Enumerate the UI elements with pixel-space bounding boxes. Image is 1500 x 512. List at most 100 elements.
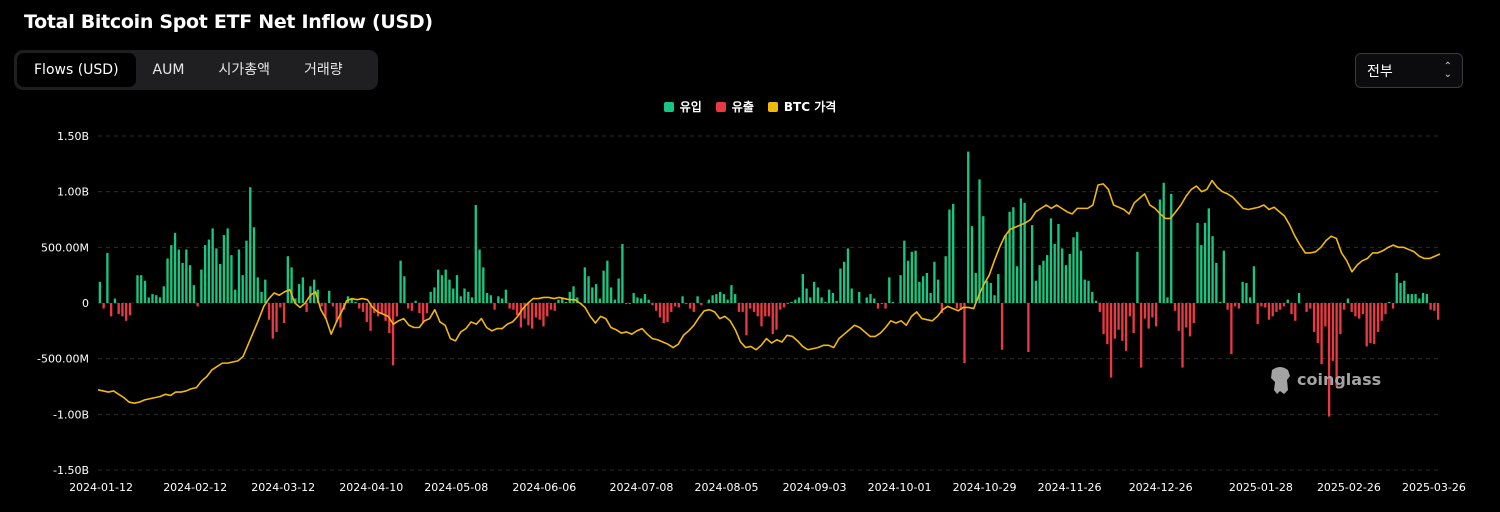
outflow-bar[interactable] [1279, 303, 1282, 310]
outflow-bar[interactable] [741, 303, 744, 312]
inflow-bar[interactable] [734, 294, 737, 303]
outflow-bar[interactable] [128, 303, 132, 316]
outflow-bar[interactable] [1173, 303, 1177, 311]
outflow-bar[interactable] [1376, 303, 1380, 332]
inflow-bar[interactable] [500, 298, 504, 303]
outflow-bar[interactable] [1124, 303, 1128, 351]
outflow-bar[interactable] [305, 303, 308, 312]
inflow-bar[interactable] [1072, 237, 1075, 303]
inflow-bar[interactable] [219, 264, 222, 303]
inflow-bar[interactable] [1297, 292, 1301, 303]
inflow-bar[interactable] [312, 279, 316, 303]
inflow-bar[interactable] [203, 245, 207, 303]
inflow-bar[interactable] [809, 297, 812, 303]
inflow-bar[interactable] [1091, 291, 1094, 303]
outflow-bar[interactable] [553, 303, 556, 311]
inflow-bar[interactable] [136, 275, 139, 303]
outflow-bar[interactable] [1290, 303, 1293, 315]
inflow-bar[interactable] [297, 284, 301, 303]
outflow-bar[interactable] [677, 303, 680, 308]
outflow-bar[interactable] [666, 303, 669, 322]
inflow-bar[interactable] [726, 299, 729, 303]
inflow-bar[interactable] [936, 279, 940, 303]
inflow-bar[interactable] [925, 272, 929, 303]
inflow-bar[interactable] [557, 299, 560, 303]
inflow-bar[interactable] [715, 294, 718, 303]
outflow-bar[interactable] [628, 303, 632, 305]
outflow-bar[interactable] [369, 303, 372, 331]
inflow-bar[interactable] [264, 279, 267, 303]
outflow-bar[interactable] [1331, 303, 1335, 361]
outflow-bar[interactable] [515, 303, 519, 316]
inflow-bar[interactable] [459, 296, 462, 303]
outflow-bar[interactable] [700, 303, 703, 306]
inflow-bar[interactable] [200, 269, 203, 303]
outflow-bar[interactable] [125, 303, 128, 321]
inflow-bar[interactable] [286, 256, 289, 303]
inflow-bar[interactable] [474, 205, 477, 303]
outflow-bar[interactable] [1271, 303, 1274, 317]
outflow-bar[interactable] [737, 303, 741, 312]
inflow-bar[interactable] [207, 239, 211, 303]
inflow-bar[interactable] [914, 250, 917, 303]
inflow-bar[interactable] [587, 276, 590, 303]
outflow-bar[interactable] [1109, 303, 1113, 378]
outflow-bar[interactable] [1106, 303, 1109, 345]
inflow-bar[interactable] [846, 248, 850, 303]
legend-item-btc-price[interactable]: BTC 가격 [767, 98, 836, 115]
outflow-bar[interactable] [749, 303, 752, 309]
inflow-bar[interactable] [617, 278, 620, 303]
outflow-bar[interactable] [512, 303, 515, 310]
inflow-bar[interactable] [140, 275, 143, 303]
outflow-bar[interactable] [1369, 303, 1372, 344]
inflow-bar[interactable] [173, 232, 177, 303]
inflow-bar[interactable] [899, 275, 902, 303]
inflow-bar[interactable] [1399, 282, 1402, 303]
outflow-bar[interactable] [380, 303, 383, 315]
inflow-bar[interactable] [1211, 236, 1214, 303]
tab-volume[interactable]: 거래량 [303, 62, 343, 78]
inflow-bar[interactable] [467, 291, 470, 303]
outflow-bar[interactable] [940, 303, 944, 314]
inflow-bar[interactable] [816, 287, 820, 303]
inflow-bar[interactable] [948, 209, 951, 303]
outflow-bar[interactable] [1226, 303, 1229, 310]
outflow-bar[interactable] [508, 303, 511, 309]
outflow-bar[interactable] [624, 303, 628, 305]
inflow-bar[interactable] [1346, 298, 1350, 303]
inflow-bar[interactable] [903, 240, 906, 303]
inflow-bar[interactable] [1421, 292, 1425, 303]
outflow-bar[interactable] [1327, 303, 1331, 417]
inflow-bar[interactable] [294, 298, 297, 303]
inflow-bar[interactable] [181, 262, 184, 303]
outflow-bar[interactable] [767, 303, 771, 317]
inflow-bar[interactable] [568, 291, 571, 303]
inflow-bar[interactable] [989, 282, 992, 303]
inflow-bar[interactable] [470, 297, 474, 303]
outflow-bar[interactable] [1237, 303, 1241, 309]
inflow-bar[interactable] [230, 255, 233, 303]
outflow-bar[interactable] [775, 303, 778, 330]
inflow-bar[interactable] [234, 289, 237, 303]
outflow-bar[interactable] [519, 303, 523, 328]
inflow-bar[interactable] [1388, 301, 1391, 303]
inflow-bar[interactable] [1046, 255, 1049, 303]
inflow-bar[interactable] [166, 258, 169, 303]
outflow-bar[interactable] [1350, 303, 1353, 312]
inflow-bar[interactable] [452, 288, 455, 303]
inflow-bar[interactable] [1245, 282, 1248, 303]
inflow-bar[interactable] [1038, 265, 1041, 303]
outflow-bar[interactable] [1139, 303, 1143, 368]
inflow-bar[interactable] [143, 280, 147, 303]
outflow-bar[interactable] [1128, 303, 1132, 317]
inflow-bar[interactable] [301, 277, 305, 303]
inflow-bar[interactable] [621, 243, 624, 303]
outflow-bar[interactable] [1316, 303, 1319, 344]
outflow-bar[interactable] [196, 303, 199, 307]
outflow-bar[interactable] [121, 303, 124, 317]
inflow-bar[interactable] [993, 295, 996, 303]
inflow-bar[interactable] [1418, 298, 1421, 303]
inflow-bar[interactable] [399, 260, 402, 303]
inflow-bar[interactable] [440, 275, 444, 303]
inflow-bar[interactable] [237, 249, 241, 303]
